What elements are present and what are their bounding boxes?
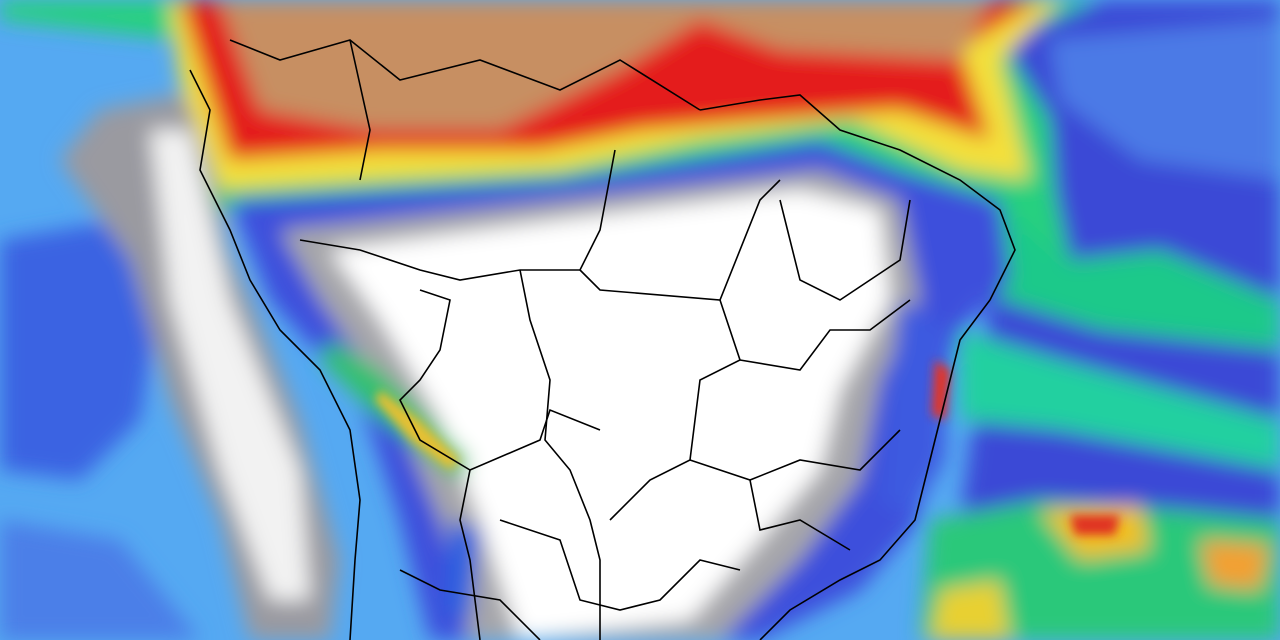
field-green — [960, 330, 1280, 470]
field-green — [990, 120, 1280, 350]
border — [749, 479, 851, 551]
pacific-coastline — [189, 69, 361, 640]
field-white — [330, 190, 890, 640]
field-blue — [0, 520, 200, 640]
border — [499, 519, 741, 611]
field-white — [150, 130, 310, 600]
field-dark-blue — [0, 220, 160, 480]
border — [779, 199, 911, 301]
border — [689, 429, 901, 481]
field-brown — [220, 0, 990, 130]
border — [609, 299, 741, 521]
field-blue — [880, 300, 950, 520]
field-blue — [1050, 20, 1280, 180]
field-yellow — [930, 580, 1010, 640]
border — [399, 289, 601, 471]
field-red — [932, 360, 950, 420]
border — [739, 299, 911, 371]
field-details — [375, 360, 1120, 535]
field-orange — [1200, 540, 1270, 590]
border — [459, 469, 481, 640]
border — [229, 39, 701, 111]
border — [519, 269, 601, 640]
border — [349, 39, 371, 181]
field-green — [920, 500, 1280, 640]
field-red — [1070, 515, 1120, 535]
atlantic-coastline — [699, 94, 1016, 640]
borders — [189, 39, 1016, 640]
border — [399, 569, 541, 640]
border — [299, 149, 616, 281]
field-yellow — [375, 390, 460, 470]
